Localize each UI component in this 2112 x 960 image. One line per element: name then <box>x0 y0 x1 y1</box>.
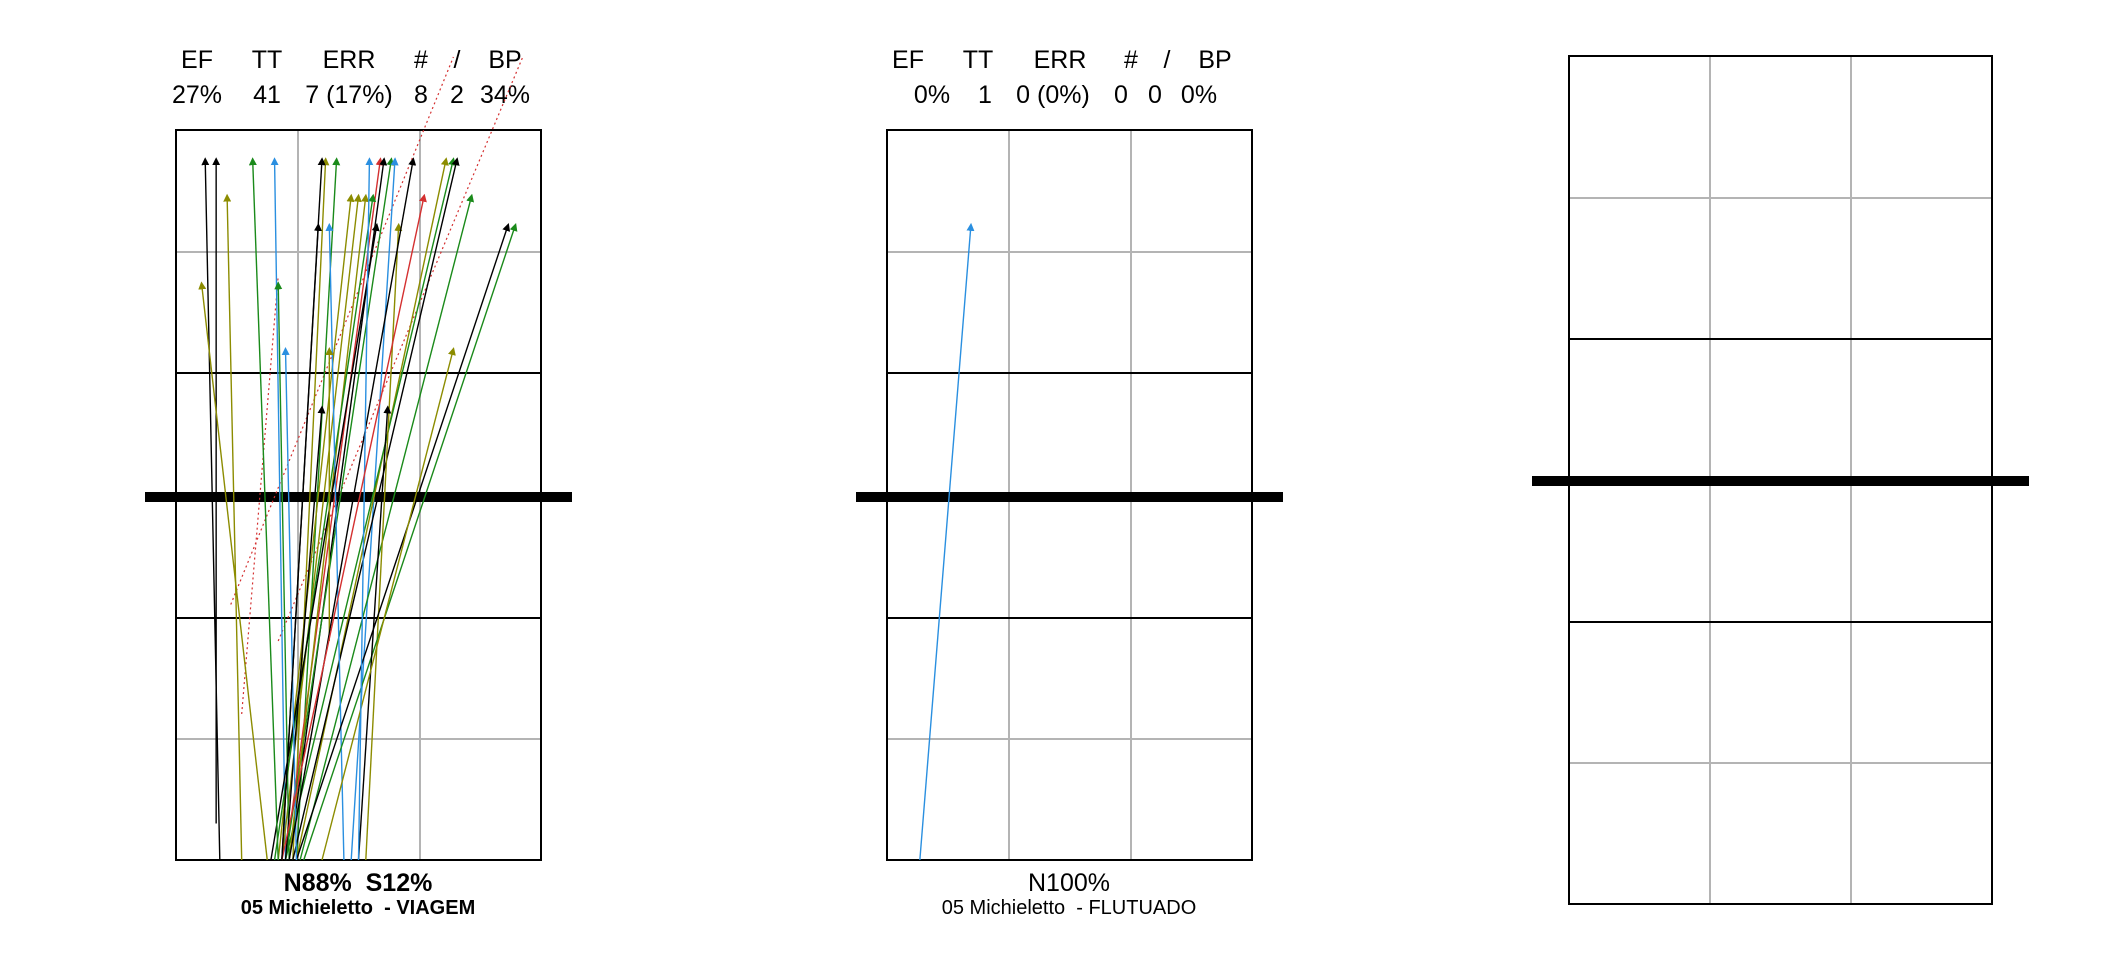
stats-values-2: 0% 1 0 (0%) 0 0 0% <box>914 81 1217 109</box>
stat-label-slash: / <box>1164 46 1171 74</box>
serve-trajectory <box>201 157 221 861</box>
serve-trajectory <box>303 223 518 861</box>
serve-trajectory <box>292 157 330 861</box>
stat-label-perfect: # <box>1124 46 1138 74</box>
stat-value-perfect: 0 <box>1114 81 1128 109</box>
error-trajectory <box>230 56 454 605</box>
serve-trajectory <box>350 157 399 861</box>
error-trajectory <box>241 275 279 715</box>
serve-trajectory <box>357 157 374 861</box>
serve-trajectory <box>281 347 298 861</box>
zone-split-2: N100% <box>1028 869 1110 897</box>
chart-2: EF TT ERR # / BP 0% 1 0 (0%) 0 0 0% N100… <box>856 46 1283 919</box>
stat-label-err: ERR <box>1034 46 1087 74</box>
serve-trajectory <box>325 222 345 861</box>
serve-trajectory <box>284 157 384 861</box>
serve-trajectory <box>270 157 287 861</box>
stat-value-slash: 0 <box>1148 81 1162 109</box>
serve-trajectory <box>299 193 475 861</box>
chart-1: EF TT ERR # / BP 27% 41 7 (17%) 8 2 34% … <box>145 46 572 919</box>
serve-trajectory <box>223 193 243 861</box>
stat-label-tt: TT <box>252 46 283 74</box>
serve-trajectory <box>248 157 279 861</box>
serve-trajectory <box>281 193 427 861</box>
serve-trajectory <box>198 281 268 861</box>
stats-header-2: EF TT ERR # / BP <box>892 46 1232 74</box>
stat-value-tt: 41 <box>253 81 281 109</box>
stats-values-1: 27% 41 7 (17%) 8 2 34% <box>172 81 530 109</box>
serve-trajectory <box>288 193 370 861</box>
serve-trajectory <box>292 157 460 861</box>
player-label-1: 05 Michieletto - VIAGEM <box>241 897 475 919</box>
serve-trajectory <box>919 222 975 861</box>
stat-label-err: ERR <box>323 46 376 74</box>
stat-label-bp: BP <box>488 46 521 74</box>
trajectories-1 <box>198 56 524 861</box>
stat-label-bp: BP <box>1198 46 1231 74</box>
stat-value-err: 7 (17%) <box>305 81 393 109</box>
serve-trajectory <box>288 157 417 861</box>
serve-trajectory <box>295 223 511 861</box>
stat-label-perfect: # <box>414 46 428 74</box>
serve-trajectory <box>321 347 456 861</box>
stat-label-ef: EF <box>892 46 924 74</box>
stat-value-bp: 34% <box>480 81 530 109</box>
stat-value-perfect: 8 <box>414 81 428 109</box>
serve-trajectory <box>284 157 456 861</box>
trajectories-2 <box>919 222 975 861</box>
stat-value-tt: 1 <box>978 81 992 109</box>
serve-trajectory <box>295 157 449 861</box>
zone-split-1: N88% S12% <box>284 869 433 897</box>
serve-trajectory <box>365 222 403 861</box>
chart-3 <box>1532 55 2029 905</box>
player-label-2: 05 Michieletto - FLUTUADO <box>942 897 1197 919</box>
stat-value-err: 0 (0%) <box>1016 81 1090 109</box>
stat-value-slash: 2 <box>450 81 464 109</box>
stat-label-tt: TT <box>963 46 994 74</box>
serve-trajectory <box>273 193 377 861</box>
serve-trajectory <box>281 157 326 861</box>
stat-label-ef: EF <box>181 46 213 74</box>
serve-trajectory <box>284 405 326 861</box>
stat-label-slash: / <box>454 46 461 74</box>
stat-value-ef: 27% <box>172 81 222 109</box>
serve-trajectory <box>357 405 392 861</box>
stat-value-bp: 0% <box>1181 81 1217 109</box>
stat-value-ef: 0% <box>914 81 950 109</box>
stats-header-1: EF TT ERR # / BP <box>181 46 522 74</box>
